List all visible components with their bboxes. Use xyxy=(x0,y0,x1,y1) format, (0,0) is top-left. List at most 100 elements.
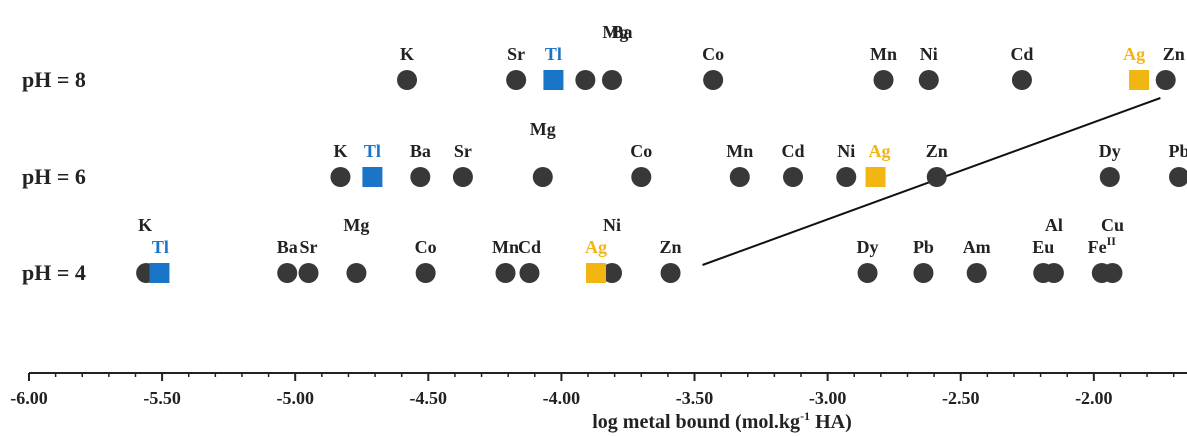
x-axis-title-main: log metal bound (mol.kg xyxy=(592,411,800,433)
x-axis-title-tail: HA) xyxy=(810,411,852,433)
x-tick-label: -3.00 xyxy=(809,388,847,408)
point-mg xyxy=(346,263,367,283)
point-ba xyxy=(601,70,622,90)
x-tick-label: -5.00 xyxy=(276,388,314,408)
label-co: Co xyxy=(415,237,437,257)
label-eu: Eu xyxy=(1032,237,1054,257)
point-pb xyxy=(1169,167,1187,187)
point-k xyxy=(330,167,351,187)
point-cd xyxy=(1011,70,1032,90)
label-mn: Mn xyxy=(726,141,753,161)
point-al xyxy=(1043,263,1064,283)
label-cu: Cu xyxy=(1101,215,1124,235)
point-co xyxy=(415,263,436,283)
label-cd: Cd xyxy=(1010,44,1033,64)
row-label: pH = 4 xyxy=(22,260,86,285)
point-tl xyxy=(149,263,170,283)
row-ph-6: pH = 6 K Tl Ba Sr Mg Co Mn Cd Ni Ag Zn Dy Pb xyxy=(22,119,1187,189)
label-ba: Ba xyxy=(410,141,431,161)
x-axis: -6.00 -5.50 -5.00 -4.50 -4.00 -3.50 -3.00 -2.50… xyxy=(10,372,1187,408)
x-tick-label: -3.50 xyxy=(676,388,714,408)
label-ni: Ni xyxy=(603,215,621,235)
x-tick-label: -2.50 xyxy=(942,388,980,408)
label-cd: Cd xyxy=(782,141,805,161)
label-tl: Tl xyxy=(152,237,169,257)
label-zn: Zn xyxy=(926,141,948,161)
point-zn xyxy=(1155,70,1176,90)
point-zn xyxy=(926,167,947,187)
label-zn: Zn xyxy=(660,237,682,257)
label-pb: Pb xyxy=(1169,141,1187,161)
label-dy: Dy xyxy=(1099,141,1121,161)
label-cd: Cd xyxy=(518,237,541,257)
label-dy: Dy xyxy=(857,237,879,257)
point-co xyxy=(631,167,652,187)
x-tick-label: -4.00 xyxy=(543,388,581,408)
x-tick-label: -5.50 xyxy=(143,388,181,408)
label-mg: Mg xyxy=(602,22,628,42)
point-cd xyxy=(783,167,804,187)
label-am: Am xyxy=(963,237,991,257)
point-sr xyxy=(452,167,473,187)
label-tl: Tl xyxy=(364,141,381,161)
label-ni: Ni xyxy=(920,44,938,64)
label-mg: Mg xyxy=(530,119,556,139)
point-tl xyxy=(543,70,564,90)
x-axis-title: log metal bound (mol.kg-1 HA) xyxy=(592,409,851,433)
label-k: K xyxy=(138,215,152,235)
point-mn xyxy=(729,167,750,187)
label-sr: Sr xyxy=(454,141,472,161)
point-ni xyxy=(836,167,857,187)
label-sr: Sr xyxy=(300,237,318,257)
point-ba xyxy=(410,167,431,187)
point-sr xyxy=(298,263,319,283)
point-tl xyxy=(362,167,383,187)
point-am xyxy=(966,263,987,283)
label-ni: Ni xyxy=(837,141,855,161)
label-k: K xyxy=(333,141,347,161)
point-ag xyxy=(586,263,607,283)
point-ag xyxy=(865,167,886,187)
x-tick-label: -4.50 xyxy=(410,388,448,408)
label-co: Co xyxy=(702,44,724,64)
point-ag xyxy=(1129,70,1150,90)
label-ag: Ag xyxy=(585,237,607,257)
label-ag: Ag xyxy=(869,141,891,161)
label-al: Al xyxy=(1045,215,1063,235)
label-sr: Sr xyxy=(507,44,525,64)
point-mg xyxy=(532,167,553,187)
point-cd xyxy=(519,263,540,283)
point-mn xyxy=(873,70,894,90)
point-ba xyxy=(277,263,298,283)
label-co: Co xyxy=(630,141,652,161)
point-dy xyxy=(857,263,878,283)
point-ni xyxy=(601,263,622,283)
label-mn: Mn xyxy=(492,237,519,257)
label-k: K xyxy=(400,44,414,64)
x-tick-label: -2.00 xyxy=(1075,388,1113,408)
row-label: pH = 6 xyxy=(22,164,86,189)
point-k xyxy=(397,70,418,90)
label-ag: Ag xyxy=(1123,44,1145,64)
point-mg xyxy=(575,70,596,90)
label-zn: Zn xyxy=(1163,44,1185,64)
point-ni xyxy=(918,70,939,90)
row-label: pH = 8 xyxy=(22,67,86,92)
label-mg: Mg xyxy=(343,215,369,235)
label-ba: Ba xyxy=(611,22,632,42)
point-zn xyxy=(660,263,681,283)
point-mn xyxy=(495,263,516,283)
point-cu xyxy=(1102,263,1123,283)
label-pb: Pb xyxy=(913,237,934,257)
point-co xyxy=(703,70,724,90)
point-dy xyxy=(1099,167,1120,187)
point-sr xyxy=(506,70,527,90)
label-fe: FeII xyxy=(1088,234,1117,257)
label-mn: Mn xyxy=(870,44,897,64)
x-axis-title-superscript: -1 xyxy=(800,409,810,423)
label-tl: Tl xyxy=(545,44,562,64)
x-tick-label: -6.00 xyxy=(10,388,48,408)
